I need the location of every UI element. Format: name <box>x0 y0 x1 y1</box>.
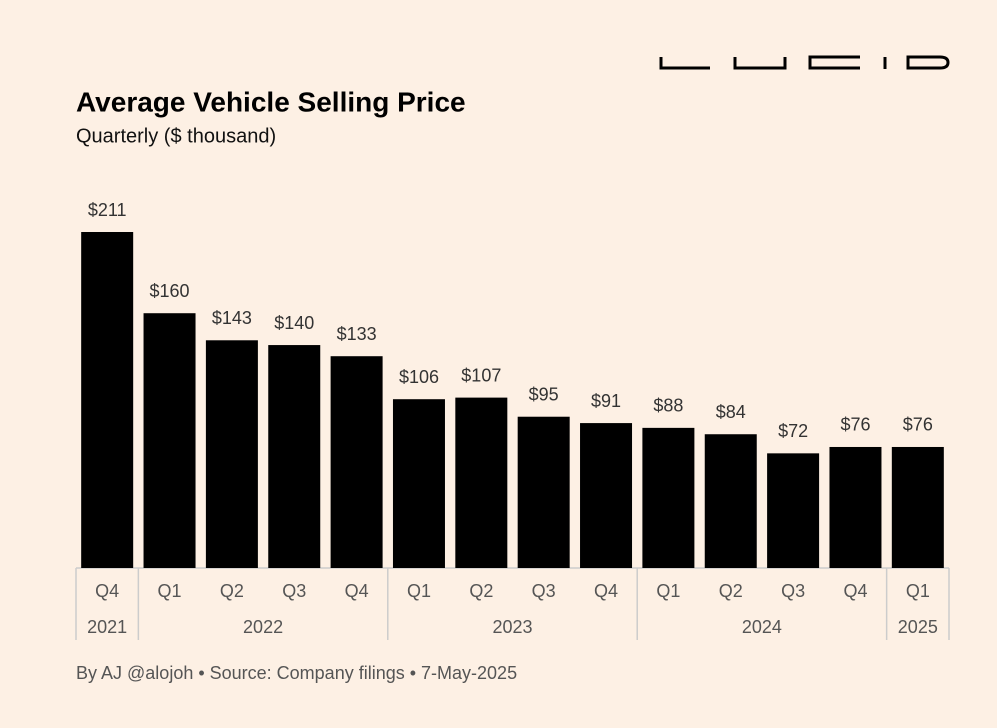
bar <box>330 356 383 568</box>
bar <box>143 313 196 568</box>
x-tick-label: Q1 <box>158 581 182 601</box>
bar <box>642 427 695 568</box>
x-tick-label: Q2 <box>469 581 493 601</box>
x-tick-label: Q4 <box>843 581 867 601</box>
value-label: $76 <box>840 415 870 435</box>
value-label: $143 <box>212 308 252 328</box>
footer: By AJ @alojoh • Source: Company filings … <box>76 663 517 683</box>
x-tick-label: Q3 <box>781 581 805 601</box>
chart-title: Average Vehicle Selling Price <box>76 86 466 117</box>
bar <box>268 345 321 568</box>
value-label: $140 <box>274 313 314 333</box>
chart-subtitle: Quarterly ($ thousand) <box>76 125 276 147</box>
group-label: 2024 <box>742 617 782 637</box>
logo <box>659 55 950 70</box>
bar <box>455 397 508 568</box>
value-label: $76 <box>903 415 933 435</box>
x-tick-label: Q1 <box>656 581 680 601</box>
value-label: $211 <box>88 200 127 220</box>
x-tick-label: Q1 <box>407 581 431 601</box>
group-label: 2022 <box>243 617 283 637</box>
bar <box>891 446 944 568</box>
x-tick-label: Q2 <box>220 581 244 601</box>
value-label: $72 <box>778 421 808 441</box>
group-label: 2023 <box>492 617 532 637</box>
bar <box>704 434 757 568</box>
group-label: 2021 <box>87 617 127 637</box>
x-tick-label: Q1 <box>906 581 930 601</box>
bar <box>580 423 633 568</box>
bar <box>392 399 445 568</box>
bar <box>767 453 820 568</box>
value-label: $133 <box>337 324 377 344</box>
value-label: $91 <box>591 391 621 411</box>
group-label: 2025 <box>898 617 938 637</box>
x-tick-label: Q4 <box>594 581 618 601</box>
bar <box>205 340 258 568</box>
x-tick-label: Q4 <box>345 581 369 601</box>
value-label: $107 <box>461 365 501 385</box>
bar <box>517 416 570 568</box>
x-tick-label: Q3 <box>532 581 556 601</box>
value-label: $84 <box>716 402 746 422</box>
x-tick-label: Q3 <box>282 581 306 601</box>
value-label: $88 <box>653 396 683 416</box>
x-tick-label: Q4 <box>95 581 119 601</box>
bar <box>81 232 134 568</box>
value-label: $160 <box>150 281 190 301</box>
value-label: $106 <box>399 367 439 387</box>
bar <box>829 446 882 568</box>
x-tick-label: Q2 <box>719 581 743 601</box>
value-label: $95 <box>529 384 559 404</box>
